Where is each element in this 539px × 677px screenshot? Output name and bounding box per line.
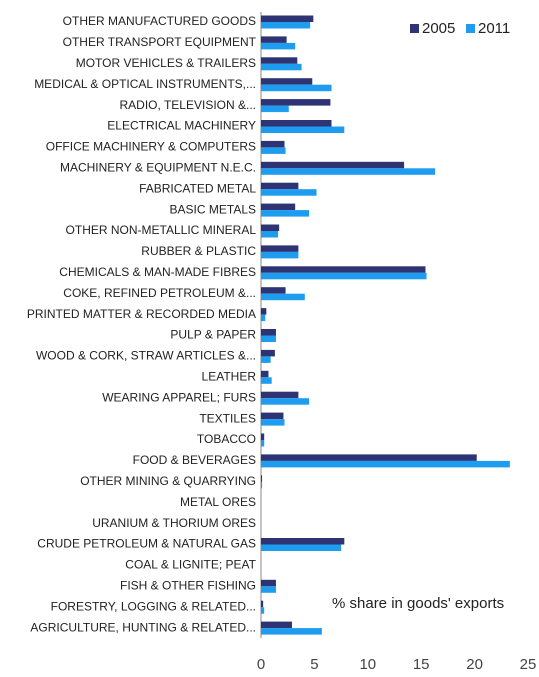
bar [261, 245, 299, 252]
category-label: CHEMICALS & MAN-MADE FIBRES [59, 265, 256, 279]
bar [261, 120, 332, 127]
x-tick-label: 25 [520, 656, 537, 673]
bar [261, 460, 510, 468]
bar [261, 538, 345, 545]
bar [261, 607, 265, 614]
bar [261, 412, 284, 420]
bar [261, 621, 292, 629]
bar [261, 126, 345, 133]
bar [261, 99, 331, 106]
bar [261, 78, 313, 85]
category-label: WEARING APPAREL; FURS [102, 390, 256, 404]
category-label: LEATHER [202, 369, 257, 383]
category-label: BASIC METALS [170, 202, 256, 216]
x-tick-label: 5 [310, 656, 318, 673]
bar [261, 579, 276, 587]
bar [261, 22, 311, 29]
bar [261, 203, 296, 211]
bar [261, 370, 269, 378]
bar [261, 454, 477, 461]
category-label: MACHINERY & EQUIPMENT N.E.C. [60, 160, 256, 174]
category-label: PRINTED MATTER & RECORDED MEDIA [27, 307, 256, 321]
x-tick-label: 0 [257, 656, 265, 673]
bar [261, 600, 264, 608]
bar [261, 419, 285, 426]
bar [261, 481, 263, 489]
x-tick-label: 15 [413, 656, 430, 673]
bar [261, 433, 265, 440]
category-label: TOBACCO [197, 432, 256, 446]
x-tick-label: 20 [466, 656, 483, 673]
legend-swatch [410, 24, 419, 33]
category-label: METAL ORES [180, 495, 256, 509]
category-label: MOTOR VEHICLES & TRAILERS [76, 56, 256, 70]
category-label: OTHER NON-METALLIC MINERAL [66, 223, 257, 237]
bar [261, 356, 271, 363]
bar [261, 335, 276, 342]
category-label: FABRICATED METAL [139, 181, 256, 195]
bar [261, 377, 272, 384]
bar [261, 36, 287, 43]
category-label: RADIO, TELEVISION &... [120, 98, 256, 112]
bar [261, 15, 314, 22]
bar [261, 628, 322, 635]
legend-swatch [466, 24, 475, 33]
category-label: OFFICE MACHINERY & COMPUTERS [46, 140, 256, 154]
category-label: OTHER TRANSPORT EQUIPMENT [63, 35, 257, 49]
category-label: OTHER MINING & QUARRYING [80, 474, 256, 488]
category-label: AGRICULTURE, HUNTING & RELATED... [30, 620, 256, 634]
bar [261, 251, 299, 259]
bar [261, 210, 310, 217]
bar [261, 475, 263, 482]
bar [261, 57, 298, 64]
category-label: URANIUM & THORIUM ORES [92, 516, 256, 530]
bar [261, 440, 265, 447]
bar [261, 308, 267, 315]
bar [261, 147, 286, 154]
category-label: FORESTRY, LOGGING & RELATED... [51, 599, 256, 613]
bar [261, 105, 289, 113]
category-label: COKE, REFINED PETROLEUM &... [63, 286, 256, 300]
category-label: WOOD & CORK, STRAW ARTICLES &... [36, 349, 256, 363]
category-label: ELECTRICAL MACHINERY [107, 119, 256, 133]
bar [261, 168, 436, 175]
bar [261, 224, 280, 231]
bar [261, 287, 286, 294]
category-label: TEXTILES [199, 411, 256, 425]
bar [261, 161, 405, 169]
bar [261, 398, 310, 405]
category-label: COAL & LIGNITE; PEAT [125, 558, 256, 572]
bar [261, 63, 302, 71]
bar [261, 293, 305, 301]
bar [261, 544, 342, 551]
bar [261, 272, 427, 280]
annotation: % share in goods' exports [332, 595, 504, 612]
bar [261, 182, 299, 190]
bar [261, 329, 276, 336]
legend-label: 2011 [478, 20, 510, 37]
bar [261, 42, 296, 50]
category-label: FOOD & BEVERAGES [133, 453, 256, 467]
bar [261, 266, 426, 273]
bar [261, 314, 266, 322]
bar [261, 231, 279, 238]
bar [261, 84, 332, 92]
category-label: CRUDE PETROLEUM & NATURAL GAS [37, 537, 256, 551]
category-label: OTHER MANUFACTURED GOODS [63, 14, 256, 28]
bar [261, 140, 285, 148]
category-label: RUBBER & PLASTIC [141, 244, 256, 258]
category-label: PULP & PAPER [170, 328, 256, 342]
category-label: FISH & OTHER FISHING [120, 578, 256, 592]
legend-label: 2005 [422, 20, 455, 37]
bar [261, 391, 299, 399]
bar [261, 349, 275, 357]
bar [261, 586, 276, 593]
category-label: MEDICAL & OPTICAL INSTRUMENTS,... [34, 77, 256, 91]
x-tick-label: 10 [359, 656, 376, 673]
bar [261, 189, 317, 196]
